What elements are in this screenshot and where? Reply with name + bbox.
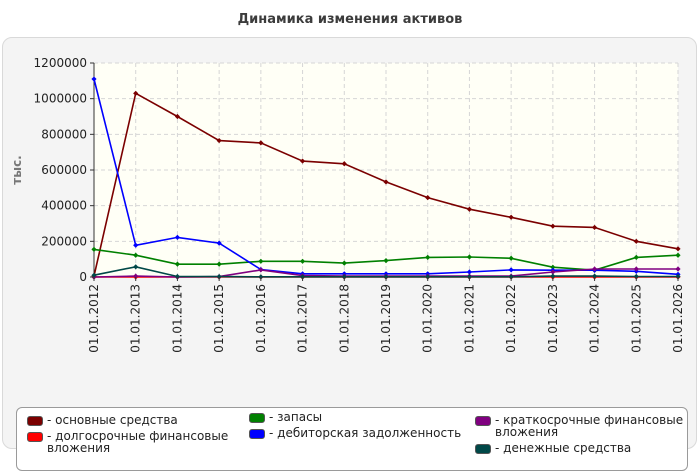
legend-item: - запасы xyxy=(249,411,322,423)
series-point-2 xyxy=(550,264,556,270)
y-tick-label: 600000 xyxy=(41,163,87,177)
series-point-0 xyxy=(508,214,514,220)
series-point-0 xyxy=(425,195,431,201)
y-tick-label: 800000 xyxy=(41,127,87,141)
series-point-5 xyxy=(591,273,598,279)
line-chart: 0 200000 400000 600000 800000 1000000 1200000 0… xyxy=(10,56,685,353)
series-point-2 xyxy=(675,252,681,258)
x-tick-label: 01.01.2018 xyxy=(337,284,351,353)
series-point-5 xyxy=(383,274,389,280)
legend-label: - дебиторская задолженность xyxy=(269,426,462,440)
series-point-2 xyxy=(91,246,97,252)
series-point-2 xyxy=(133,252,139,258)
legend-swatch xyxy=(475,416,491,426)
y-axis-label: тыс. xyxy=(10,155,24,184)
legend-label: - запасы xyxy=(269,410,323,424)
series-point-4 xyxy=(258,267,264,273)
x-tick-label: 01.01.2012 xyxy=(87,284,101,353)
series-point-3 xyxy=(133,242,139,248)
legend-item: - основные средства xyxy=(27,414,178,426)
series-point-3 xyxy=(174,234,181,241)
series-point-5 xyxy=(91,272,97,278)
series-point-5 xyxy=(508,274,514,280)
series-point-0 xyxy=(466,206,473,212)
y-tick-label: 0 xyxy=(79,270,87,284)
legend-swatch xyxy=(27,432,43,442)
series-point-4 xyxy=(133,273,139,279)
x-tick-label: 01.01.2023 xyxy=(546,284,560,353)
x-tick-label: 01.01.2015 xyxy=(212,284,226,353)
series-point-5 xyxy=(258,274,264,280)
x-tick-label: 01.01.2026 xyxy=(671,284,685,353)
y-tick-label: 400000 xyxy=(41,199,87,213)
series-point-2 xyxy=(258,258,264,264)
x-tick-label: 01.01.2025 xyxy=(629,284,643,353)
x-tick-label: 01.01.2013 xyxy=(129,284,143,353)
legend-item: - долгосрочные финансовые вложения xyxy=(27,430,228,454)
x-tick-label: 01.01.2020 xyxy=(421,284,435,353)
x-tick-label: 01.01.2022 xyxy=(504,284,518,353)
legend-label: - долгосрочные финансовые вложения xyxy=(47,429,229,455)
series-point-5 xyxy=(341,274,347,280)
y-tick-label: 1000000 xyxy=(34,92,87,106)
series-point-0 xyxy=(341,161,347,167)
series-point-0 xyxy=(633,238,639,244)
legend-swatch xyxy=(249,413,265,423)
series-point-2 xyxy=(466,254,473,260)
series-point-3 xyxy=(216,240,222,246)
x-tick-label: 01.01.2016 xyxy=(254,284,268,353)
series-point-0 xyxy=(675,246,681,252)
chart-title: Динамика изменения активов xyxy=(237,12,463,27)
legend-swatch xyxy=(27,416,43,426)
legend-swatch xyxy=(475,444,491,454)
x-tick-label: 01.01.2014 xyxy=(170,284,184,353)
legend-swatch xyxy=(249,429,265,439)
legend-item: - краткосрочные финансовые вложения xyxy=(475,414,683,438)
chart-panel: 0 200000 400000 600000 800000 1000000 1200000 0… xyxy=(2,37,697,471)
series-point-0 xyxy=(299,158,306,164)
series-point-0 xyxy=(174,113,181,120)
series-point-3 xyxy=(508,267,514,273)
legend-label: - краткосрочные финансовые вложения xyxy=(495,413,684,439)
legend-label: - основные средства xyxy=(47,413,178,427)
x-tick-label: 01.01.2021 xyxy=(462,284,476,353)
x-tick-label: 01.01.2024 xyxy=(588,284,602,353)
series-point-4 xyxy=(550,269,556,275)
legend-item: - дебиторская задолженность xyxy=(249,427,461,439)
x-tick-label: 01.01.2019 xyxy=(379,284,393,353)
series-point-5 xyxy=(299,274,306,280)
series-point-2 xyxy=(425,254,431,260)
series-point-0 xyxy=(133,90,139,96)
legend-label: - денежные средства xyxy=(495,441,632,455)
series-point-5 xyxy=(550,273,556,279)
series-point-5 xyxy=(466,274,473,280)
y-tick-label: 1200000 xyxy=(34,56,87,70)
chart-legend: - основные средства - долгосрочные финанс… xyxy=(16,407,688,471)
series-point-0 xyxy=(383,179,389,185)
series-point-2 xyxy=(383,257,389,264)
series-point-3 xyxy=(91,76,97,82)
series-point-2 xyxy=(508,255,514,261)
series-point-0 xyxy=(550,223,556,229)
series-point-0 xyxy=(258,140,264,146)
y-tick-label: 200000 xyxy=(41,234,87,248)
legend-item: - денежные средства xyxy=(475,442,631,454)
series-point-5 xyxy=(425,274,431,280)
series-point-0 xyxy=(591,224,598,231)
series-point-0 xyxy=(216,137,222,144)
x-tick-label: 01.01.2017 xyxy=(296,284,310,353)
